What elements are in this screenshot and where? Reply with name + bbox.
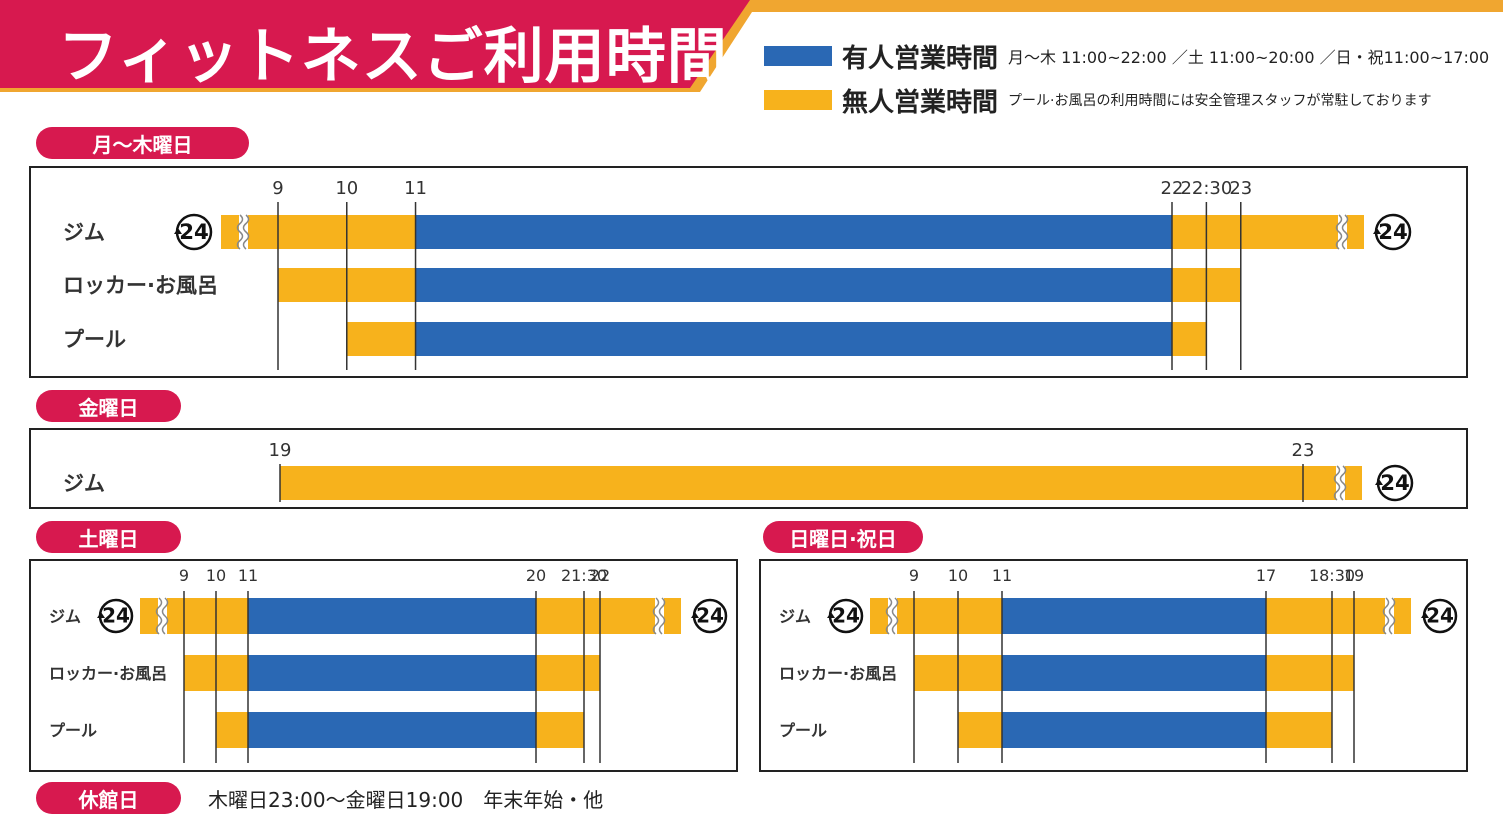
legend-unstaffed: 無人営業時間 プール·お風呂の利用時間には安全管理スタッフが常駐しております bbox=[764, 82, 1432, 118]
closed-day-label: 休館日 bbox=[36, 782, 181, 814]
bar-segment-staffed bbox=[415, 322, 1172, 356]
chart-sun-holiday: ジム 24 24 ロッカー·お風呂 プール 9 10 11 17 18:30 19 bbox=[759, 559, 1468, 772]
24h-icon: 24 bbox=[174, 213, 213, 251]
legend-swatch-unstaffed bbox=[764, 90, 832, 110]
tick-label: 11 bbox=[238, 566, 258, 585]
chart-sat: ジム 24 24 ロッカー·お風呂 プール 9 10 11 20 21:30 22 bbox=[29, 559, 738, 772]
bar-segment-unstaffed bbox=[536, 655, 600, 691]
tick-label: 18:30 bbox=[1309, 566, 1355, 585]
bar-segment-unstaffed bbox=[1266, 712, 1332, 748]
row-label: ジム bbox=[49, 607, 81, 626]
tick-label: 11 bbox=[404, 178, 427, 199]
bar-segment-staffed bbox=[1002, 712, 1266, 748]
bar-continuation-after bbox=[1303, 466, 1362, 500]
tick-label: 22 bbox=[1161, 178, 1184, 199]
tick-label: 22 bbox=[590, 566, 610, 585]
row-label: ロッカー·お風呂 bbox=[49, 664, 167, 683]
header-band bbox=[0, 0, 1503, 92]
tick-label: 10 bbox=[206, 566, 226, 585]
24h-icon-text: 24 bbox=[832, 604, 860, 628]
24h-icon-text: 24 bbox=[102, 604, 130, 628]
24h-icon-text: 24 bbox=[179, 220, 209, 245]
axis-break-mark bbox=[1382, 597, 1396, 635]
24h-icon: 24 bbox=[1373, 213, 1412, 251]
row-label: ジム bbox=[779, 607, 811, 626]
bar-continuation-before bbox=[221, 215, 278, 249]
legend-swatch-staffed bbox=[764, 46, 832, 66]
bar-segment-staffed bbox=[1002, 598, 1266, 634]
row-label: ジム bbox=[63, 221, 105, 245]
bar-segment-staffed bbox=[415, 268, 1172, 302]
day-label-fri: 金曜日 bbox=[36, 390, 181, 422]
bar-segment-staffed bbox=[1002, 655, 1266, 691]
bar-segment-staffed bbox=[248, 655, 536, 691]
tick-label: 10 bbox=[335, 178, 358, 199]
bar-segment-unstaffed bbox=[1172, 322, 1207, 356]
bar-continuation-after bbox=[1354, 598, 1411, 634]
axis-break-mark bbox=[652, 597, 666, 635]
axis-break-mark bbox=[885, 597, 899, 635]
axis-break-mark bbox=[1333, 465, 1347, 501]
bar-segment-staffed bbox=[415, 215, 1172, 249]
row-label: ジム bbox=[63, 472, 105, 496]
tick-label: 19 bbox=[1344, 566, 1364, 585]
bar-segment-unstaffed bbox=[958, 712, 1002, 748]
bar-segment-unstaffed bbox=[280, 466, 1303, 500]
24h-icon-text: 24 bbox=[696, 604, 724, 628]
bar-segment-unstaffed bbox=[536, 598, 600, 634]
row-label: プール bbox=[779, 721, 827, 740]
24h-icon: 24 bbox=[1375, 464, 1414, 502]
day-label-sun-holiday: 日曜日·祝日 bbox=[763, 521, 923, 553]
tick-label: 17 bbox=[1256, 566, 1276, 585]
bar-segment-unstaffed bbox=[346, 322, 416, 356]
chart-mon-thu: ジム 24 24 ロッカー·お風呂 プール 9 10 11 22 22:30 23 bbox=[29, 166, 1468, 378]
legend-label-staffed: 有人営業時間 bbox=[842, 43, 999, 74]
tick-label: 19 bbox=[269, 440, 292, 461]
bar-segment-staffed bbox=[248, 712, 536, 748]
tick-label: 9 bbox=[272, 178, 283, 199]
24h-icon-text: 24 bbox=[1378, 220, 1408, 245]
24h-icon: 24 bbox=[691, 598, 728, 634]
row-label: プール bbox=[49, 721, 97, 740]
row-label: プール bbox=[63, 328, 126, 352]
24h-icon: 24 bbox=[97, 598, 134, 634]
24h-icon-text: 24 bbox=[1426, 604, 1454, 628]
tick-label: 9 bbox=[909, 566, 919, 585]
bar-continuation-after bbox=[600, 598, 681, 634]
24h-icon: 24 bbox=[1421, 598, 1458, 634]
tick-label: 20 bbox=[526, 566, 546, 585]
bar-segment-unstaffed bbox=[536, 712, 584, 748]
24h-icon: 24 bbox=[827, 598, 864, 634]
tick-label: 23 bbox=[1292, 440, 1315, 461]
tick-label: 11 bbox=[992, 566, 1012, 585]
day-label-sat: 土曜日 bbox=[36, 521, 181, 553]
tick-label: 23 bbox=[1229, 178, 1252, 199]
legend-staffed: 有人営業時間 月～木 11:00~22:00 ／土 11:00~20:00 ／日… bbox=[764, 38, 1489, 74]
tick-label: 22:30 bbox=[1180, 178, 1232, 199]
tick-label: 9 bbox=[179, 566, 189, 585]
tick-label: 10 bbox=[948, 566, 968, 585]
row-label: ロッカー·お風呂 bbox=[63, 274, 218, 298]
schedule-chart-svg: ジム 24 19 23 bbox=[63, 440, 1414, 502]
bar-segment-unstaffed bbox=[216, 712, 248, 748]
legend-note-unstaffed: プール·お風呂の利用時間には安全管理スタッフが常駐しております bbox=[1008, 93, 1432, 109]
legend-label-unstaffed: 無人営業時間 bbox=[842, 87, 999, 118]
tick-label: 21:30 bbox=[561, 566, 607, 585]
bar-segment-staffed bbox=[248, 598, 536, 634]
bar-segment-unstaffed bbox=[1266, 598, 1354, 634]
row-label: ロッカー·お風呂 bbox=[779, 664, 897, 683]
day-label-mon-thu: 月～木曜日 bbox=[36, 127, 249, 159]
closed-day-text: 木曜日23:00～金曜日19:00 年末年始・他 bbox=[208, 788, 604, 812]
bar-segment-unstaffed bbox=[1266, 655, 1354, 691]
chart-fri: ジム 24 19 23 bbox=[29, 428, 1468, 509]
axis-break-mark bbox=[236, 214, 250, 250]
axis-break-mark bbox=[1335, 214, 1349, 250]
page-title: フィットネスご利用時間 bbox=[58, 22, 728, 92]
axis-break-mark bbox=[155, 597, 169, 635]
legend-note-staffed: 月～木 11:00~22:00 ／土 11:00~20:00 ／日・祝11:00… bbox=[1008, 48, 1490, 67]
24h-icon-text: 24 bbox=[1380, 471, 1410, 496]
